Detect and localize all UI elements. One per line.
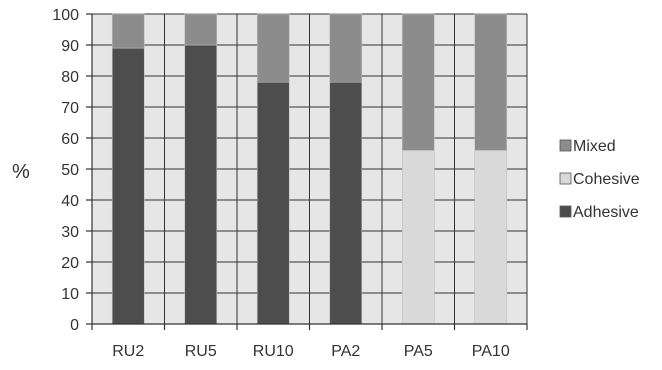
x-tick-label: RU5 [185,343,217,360]
bar-cohesive-pa5 [401,150,435,325]
legend-swatch-cohesive [559,172,572,185]
bar-mixed-ru5 [184,13,218,46]
bar-mixed-ru10 [256,13,290,83]
bar-mixed-pa5 [401,13,435,151]
bar-adhesive-ru2 [111,47,145,325]
legend-label-cohesive: Cohesive [573,171,640,188]
y-tick-labels: 0 10 20 30 40 50 60 70 80 90 100 [52,7,79,334]
x-tick-label: PA2 [331,343,360,360]
x-tick-label: RU10 [253,343,294,360]
y-tick-label: 10 [61,286,79,303]
bar-mixed-pa10 [474,13,508,151]
y-tick-label: 90 [61,38,79,55]
y-axis-label: % [12,161,30,183]
bar-cohesive-pa10 [474,150,508,325]
y-tick-label: 50 [61,162,79,179]
y-tick-label: 30 [61,224,79,241]
bar-mixed-pa2 [329,13,363,83]
axes [86,13,528,330]
y-tick-label: 40 [61,193,79,210]
x-tick-label: PA5 [404,343,433,360]
legend-swatch-adhesive [559,205,572,218]
legend: Mixed Cohesive Adhesive [559,138,640,221]
x-tick-label: PA10 [472,343,510,360]
legend-label-adhesive: Adhesive [573,204,639,221]
bar-adhesive-ru5 [184,44,218,325]
x-tick-label: RU2 [112,343,144,360]
bar-adhesive-pa2 [329,81,363,325]
legend-label-mixed: Mixed [573,138,616,155]
y-tick-label: 20 [61,255,79,272]
bar-mixed-ru2 [111,13,145,49]
gridlines [92,13,528,324]
x-tick-labels: RU2 RU5 RU10 PA2 PA5 PA10 [112,343,510,360]
bars [111,13,508,325]
legend-swatch-mixed [559,139,572,152]
y-tick-label: 0 [70,317,79,334]
y-tick-label: 80 [61,69,79,86]
y-tick-label: 70 [61,100,79,117]
bar-adhesive-ru10 [256,81,290,325]
y-tick-label: 100 [52,7,79,24]
y-tick-label: 60 [61,131,79,148]
